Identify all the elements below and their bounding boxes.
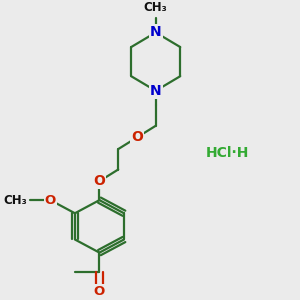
Text: O: O [131,130,143,144]
Text: O: O [45,194,56,207]
Text: N: N [150,26,161,40]
Text: N: N [150,84,161,98]
Text: O: O [94,174,105,188]
Text: CH₃: CH₃ [3,194,27,207]
Text: CH₃: CH₃ [144,2,168,14]
Text: O: O [94,286,105,298]
Text: HCl·H: HCl·H [206,146,250,161]
